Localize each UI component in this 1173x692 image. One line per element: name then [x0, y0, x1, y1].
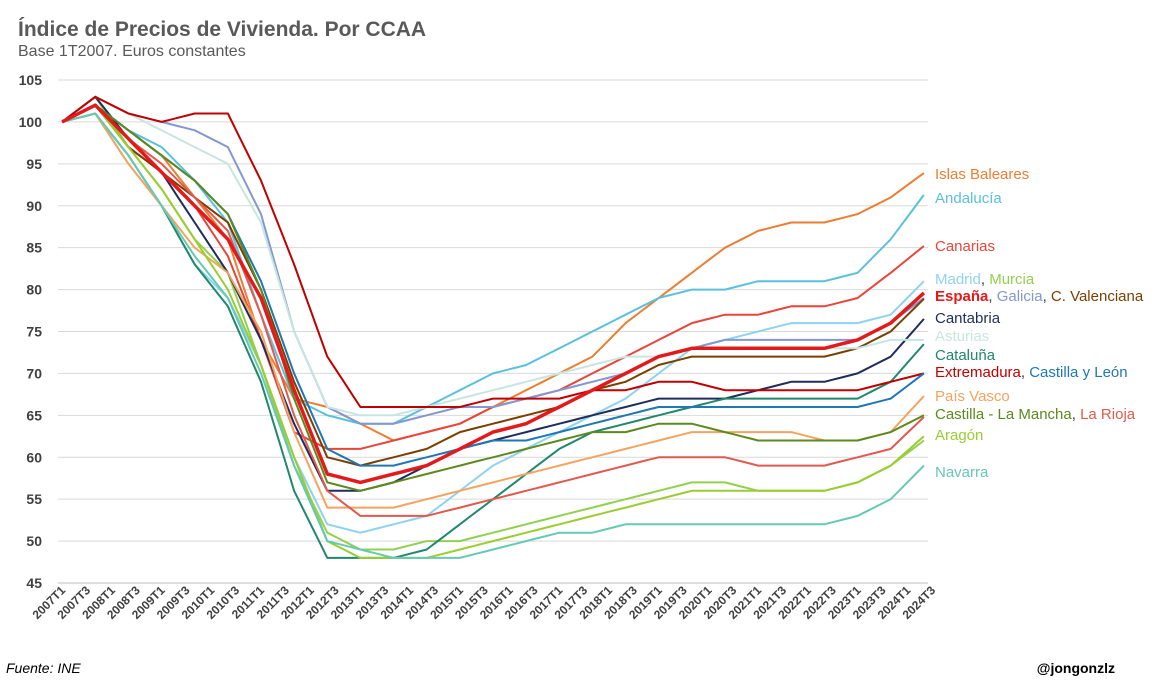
- legend-label: Aragón: [935, 427, 983, 444]
- legend-label: Cataluña: [935, 347, 996, 364]
- legend-label: Canarias: [935, 238, 995, 255]
- legend-label: Castilla - La Mancha, La Rioja: [935, 406, 1136, 423]
- y-tick-label: 80: [26, 282, 42, 298]
- legend-label-part: Navarra: [935, 464, 989, 481]
- legend-label-part: Castilla - La Mancha: [935, 406, 1072, 423]
- chart-subtitle: Base 1T2007. Euros constantes: [18, 43, 246, 60]
- legend-label-part: Aragón: [935, 427, 983, 444]
- series-line-arag-n: [61, 104, 925, 559]
- y-tick-label: 85: [26, 240, 42, 256]
- series-line-espa-a: [61, 103, 926, 485]
- legend-label-part: Andalucía: [935, 190, 1002, 207]
- series-line-castilla-y-le-n: [61, 104, 925, 467]
- legend-label: España, Galicia, C. Valenciana: [935, 288, 1144, 305]
- y-tick-label: 95: [26, 156, 42, 172]
- legend-label-part: Castilla y León: [1029, 364, 1127, 381]
- series-line-canarias: [61, 104, 925, 450]
- legend-label-part: Galicia: [997, 288, 1044, 305]
- series-line-navarra: [61, 112, 925, 559]
- series-line-castilla-la-mancha: [61, 104, 925, 492]
- legend-label: Madrid, Murcia: [935, 271, 1035, 288]
- y-tick-label: 90: [26, 198, 42, 214]
- legend-label: Asturias: [935, 328, 989, 345]
- legend-label: Andalucía: [935, 190, 1002, 207]
- y-tick-label: 60: [26, 449, 42, 465]
- legend-label: Islas Baleares: [935, 166, 1029, 183]
- x-axis: 2007T12007T32008T12008T32009T12009T32010…: [30, 582, 938, 622]
- series-line-c-valenciana: [61, 104, 925, 467]
- legend-label-part: Extremadura: [935, 364, 1022, 381]
- legend-label-part: ,: [988, 288, 996, 305]
- legend-label-part: ,: [1043, 288, 1051, 305]
- y-tick-label: 50: [26, 533, 42, 549]
- series-line-andaluc-a: [61, 104, 925, 425]
- legend-label-part: ,: [1021, 364, 1029, 381]
- legend-label-part: Murcia: [989, 271, 1035, 288]
- legend-label-part: La Rioja: [1080, 406, 1136, 423]
- legend-label-part: España: [935, 288, 989, 305]
- legend-label: Navarra: [935, 464, 989, 481]
- y-axis: 45 50 55 60 65 70 75 80 85 90 95 100 105: [19, 72, 43, 591]
- series-line-pa-s-vasco: [61, 112, 925, 509]
- author-handle: @jongonzlz: [1037, 660, 1115, 676]
- y-tick-label: 55: [26, 491, 42, 507]
- series-line-asturias: [61, 95, 924, 417]
- legend-label-part: ,: [981, 271, 989, 288]
- chart-title: Índice de Precios de Vivienda. Por CCAA: [18, 18, 426, 41]
- legend-label-part: Islas Baleares: [935, 166, 1029, 183]
- legend: Islas Baleares Andalucía Canarias Madrid, M…: [935, 166, 1144, 481]
- y-tick-label: 45: [26, 575, 42, 591]
- y-tick-label: 75: [26, 324, 42, 340]
- y-tick-label: 65: [26, 407, 42, 423]
- legend-label-part: Cantabria: [935, 310, 1001, 327]
- series-line-madrid: [61, 112, 925, 534]
- legend-label: País Vasco: [935, 388, 1010, 405]
- series-lines: [61, 95, 926, 559]
- y-tick-label: 105: [19, 72, 43, 88]
- source-note: Fuente: INE: [6, 660, 81, 676]
- gridlines: [58, 79, 928, 584]
- legend-label-part: País Vasco: [935, 388, 1010, 405]
- legend-label-part: ,: [1072, 406, 1080, 423]
- legend-label-part: Canarias: [935, 238, 995, 255]
- series-line-galicia: [61, 95, 925, 425]
- legend-label: Extremadura, Castilla y León: [935, 364, 1128, 381]
- series-line-extremadura: [61, 95, 925, 408]
- legend-label-part: C. Valenciana: [1051, 288, 1144, 305]
- y-tick-label: 100: [19, 114, 43, 130]
- legend-label-part: Cataluña: [935, 347, 996, 364]
- legend-label-part: Madrid: [935, 271, 981, 288]
- legend-label: Cantabria: [935, 310, 1001, 327]
- series-line-la-rioja: [61, 104, 925, 517]
- legend-label-part: Asturias: [935, 328, 989, 345]
- y-tick-label: 70: [26, 365, 42, 381]
